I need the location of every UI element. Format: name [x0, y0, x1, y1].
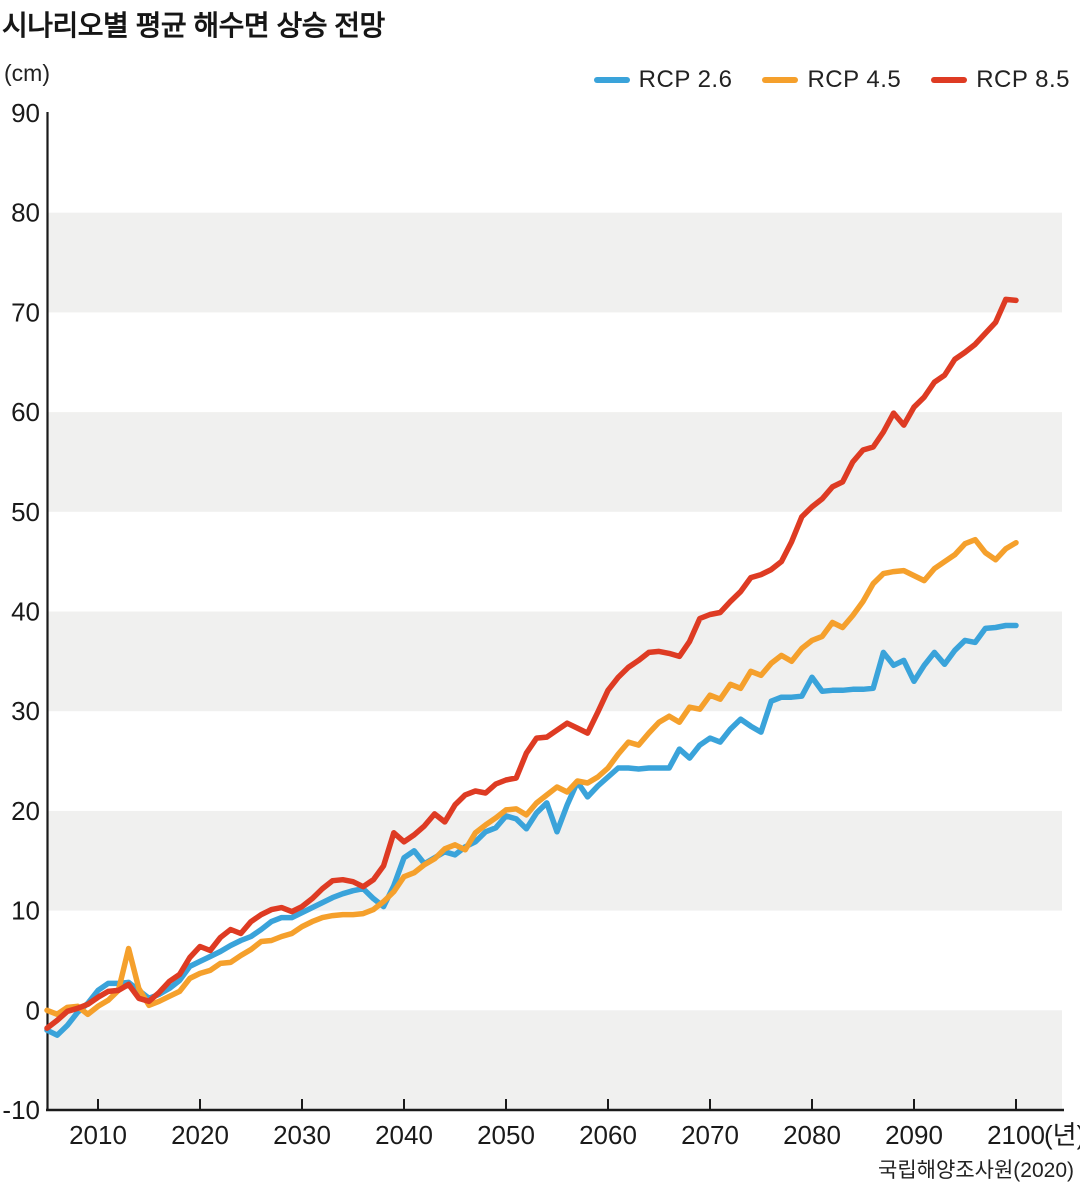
- x-axis-tick-label: 2070: [681, 1120, 739, 1150]
- y-axis-tick-label: 50: [11, 497, 40, 527]
- chart-legend: RCP 2.6 RCP 4.5 RCP 8.5: [593, 66, 1070, 94]
- y-axis-tick-label: 70: [11, 297, 40, 327]
- y-axis-tick-label: 60: [11, 397, 40, 427]
- series-line-rcp26: [44, 622, 1019, 1038]
- legend-item-rcp85: RCP 8.5: [931, 66, 1070, 94]
- legend-label-rcp45: RCP 4.5: [807, 66, 902, 93]
- y-axis-tick-label: -10: [2, 1095, 40, 1125]
- legend-label-rcp26: RCP 2.6: [638, 66, 733, 93]
- legend-swatch-rcp45: [762, 77, 799, 83]
- y-axis-tick-label: 90: [11, 98, 40, 128]
- source-attribution: 국립해양조사원(2020): [878, 1159, 1074, 1182]
- y-axis-tick-label: 80: [11, 198, 40, 228]
- x-axis-tick-label: 2060: [579, 1120, 637, 1150]
- grid-band: [48, 212, 1062, 313]
- legend-swatch-rcp85: [931, 77, 968, 83]
- y-axis-tick-label: 40: [11, 597, 40, 627]
- x-axis-tick-label: 2030: [273, 1120, 331, 1150]
- chart-title: 시나리오별 평균 해수면 상승 전망: [2, 10, 385, 41]
- legend-item-rcp45: RCP 4.5: [762, 66, 901, 94]
- x-axis-tick-label: 2080: [783, 1120, 841, 1150]
- y-axis-tick-label: 20: [11, 796, 40, 826]
- series-line-rcp85: [44, 296, 1019, 1031]
- x-axis-tick-label: 2040: [375, 1120, 433, 1150]
- x-axis-tick-label: 2020: [171, 1120, 229, 1150]
- x-axis-tick-label: 2010: [69, 1120, 127, 1150]
- x-axis-tick-label: 2090: [885, 1120, 943, 1150]
- legend-label-rcp85: RCP 8.5: [976, 66, 1070, 93]
- grid-band: [48, 611, 1062, 712]
- y-axis-tick-label: 10: [11, 896, 40, 926]
- series-line-rcp45: [44, 536, 1019, 1018]
- x-axis-tick-label: 2050: [477, 1120, 535, 1150]
- legend-item-rcp26: RCP 2.6: [593, 66, 733, 94]
- grid-band: [48, 412, 1062, 512]
- y-axis-tick-label: 0: [26, 995, 40, 1025]
- x-axis-tick-label: 2100: [987, 1120, 1045, 1150]
- x-axis-unit-label: (년): [1044, 1120, 1080, 1150]
- legend-swatch-rcp26: [593, 77, 630, 83]
- grid-band: [48, 1010, 1062, 1110]
- y-axis-unit-label: (cm): [4, 60, 50, 86]
- y-axis-tick-label: 30: [11, 696, 40, 726]
